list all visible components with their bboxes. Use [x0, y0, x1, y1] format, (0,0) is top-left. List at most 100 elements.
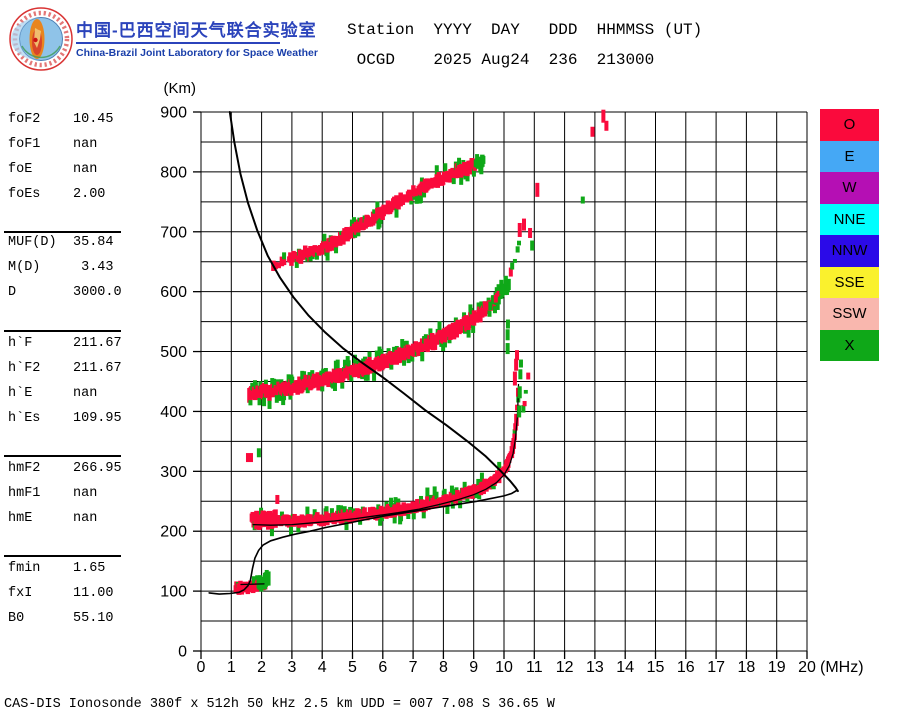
echo-mark-x [334, 246, 339, 254]
param-value-hf: 211.67 [73, 336, 122, 351]
x-axis-label: 4 [318, 659, 327, 676]
brand-title-chinese: 中国-巴西空间天气联合实验室 [76, 21, 317, 40]
x-axis-label: 8 [439, 659, 448, 676]
echo-mark-x [372, 209, 377, 215]
x-axis-label: 10 [495, 659, 513, 676]
echo-mark-x [279, 379, 284, 385]
x-axis-label: 1 [227, 659, 236, 676]
param-label-fmin: fmin [8, 561, 41, 576]
param-label-hf: h`F [8, 336, 33, 351]
y-axis-label: 400 [160, 404, 187, 421]
cbjlsw-logo-icon [9, 7, 73, 71]
y-axis-label: 300 [160, 464, 187, 481]
echo-mark-x [479, 166, 484, 175]
param-value-hmf1: nan [73, 486, 98, 501]
echo-mark-x [443, 163, 448, 174]
x-axis-label: 12 [556, 659, 574, 676]
legend-item-sse: SSE [820, 266, 879, 298]
echo-mark-x [451, 488, 456, 497]
param-value-md: 3.43 [73, 260, 114, 275]
echo-mark-x [469, 307, 474, 319]
echo-mark-x [491, 482, 496, 490]
x-axis-label: 16 [677, 659, 695, 676]
echo-mark-o [511, 438, 516, 449]
y-axis-label: 0 [178, 644, 187, 661]
echo-mark-x [392, 346, 397, 354]
echo-mark-x [378, 517, 383, 526]
echo-mark-x [336, 505, 341, 516]
param-value-fof2: 10.45 [73, 112, 114, 127]
param-value-b0: 55.10 [73, 611, 114, 626]
echo-mark-x [428, 328, 433, 337]
y-axis-unit: (Km) [164, 80, 197, 97]
echo-mark-o [526, 372, 531, 380]
param-label-fof1: foF1 [8, 137, 41, 152]
echo-spot-x [503, 277, 508, 286]
x-axis-label: 11 [526, 659, 543, 676]
param-value-he: nan [73, 386, 98, 401]
echo-mark-x [411, 509, 416, 520]
echo-mark-x [466, 328, 471, 338]
x-axis-label: 15 [647, 659, 665, 676]
echo-mark-x [374, 350, 379, 359]
echo-mark-x [442, 488, 447, 497]
echo-mark-x [463, 175, 468, 180]
echo-mark-x [437, 321, 442, 332]
brand-underline [76, 42, 280, 44]
x-axis-label: 0 [197, 659, 206, 676]
legend-item-e: E [820, 140, 879, 172]
echo-mark-o [491, 295, 496, 305]
echo-mark-x [376, 504, 381, 511]
param-value-hes: 109.95 [73, 411, 122, 426]
echo-mark-x [346, 360, 351, 368]
param-value-fxi: 11.00 [73, 586, 114, 601]
echo-mark-x [274, 393, 279, 403]
echo-mark-x [294, 257, 299, 268]
echo-spot-o [515, 350, 520, 361]
echo-spot-x [530, 240, 535, 251]
echo-mark-x [401, 341, 406, 350]
echo-spot-x [518, 359, 523, 368]
echo-mark-x [356, 360, 361, 365]
echo-mark-x [459, 176, 464, 185]
x-axis-label: 7 [409, 659, 418, 676]
echo-mark-x [305, 386, 310, 394]
echo-mark-o [506, 454, 512, 463]
echo-mark-x [475, 154, 480, 160]
echo-mark-x [414, 194, 419, 204]
param-label-mufd: MUF(D) [8, 235, 57, 250]
x-axis-label: 14 [616, 659, 634, 676]
param-value-hmf2: 266.95 [73, 461, 122, 476]
y-axis-label: 200 [160, 524, 187, 541]
echo-mark-x [465, 496, 470, 503]
param-label-hmf2: hmF2 [8, 461, 41, 476]
echo-mark-x [421, 511, 426, 519]
echo-mark-o [506, 278, 511, 291]
param-label-hme: hmE [8, 511, 33, 526]
echo-spot-x [481, 155, 486, 164]
param-label-fxi: fxI [8, 586, 33, 601]
echo-spot-o [535, 182, 540, 197]
echo-mark-x [286, 374, 291, 384]
echo-mark-x [477, 491, 482, 500]
station-header-row: Station YYYY DAY DDD HHMMSS (UT) [347, 21, 703, 39]
echo-mark-x [393, 497, 398, 506]
param-value-hf2: 211.67 [73, 361, 122, 376]
echo-mark-o [514, 413, 519, 426]
y-axis-label: 500 [160, 344, 187, 361]
echo-mark-x [389, 497, 394, 508]
y-axis-label: 700 [160, 224, 187, 241]
param-label-hf2: h`F2 [8, 361, 41, 376]
echo-mark-x [451, 176, 456, 185]
echo-mark-x [492, 304, 497, 314]
echo-mark-o [512, 433, 517, 441]
x-axis-label: 9 [469, 659, 478, 676]
echo-mark-o [312, 518, 317, 524]
legend-item-ssw: SSW [820, 298, 879, 330]
param-value-hme: nan [73, 511, 98, 526]
echo-mark-x [248, 399, 253, 406]
echo-mark-x [412, 195, 417, 200]
echo-mark-o [515, 246, 520, 253]
echo-mark-x [462, 481, 467, 490]
echo-spot-o [514, 358, 519, 371]
